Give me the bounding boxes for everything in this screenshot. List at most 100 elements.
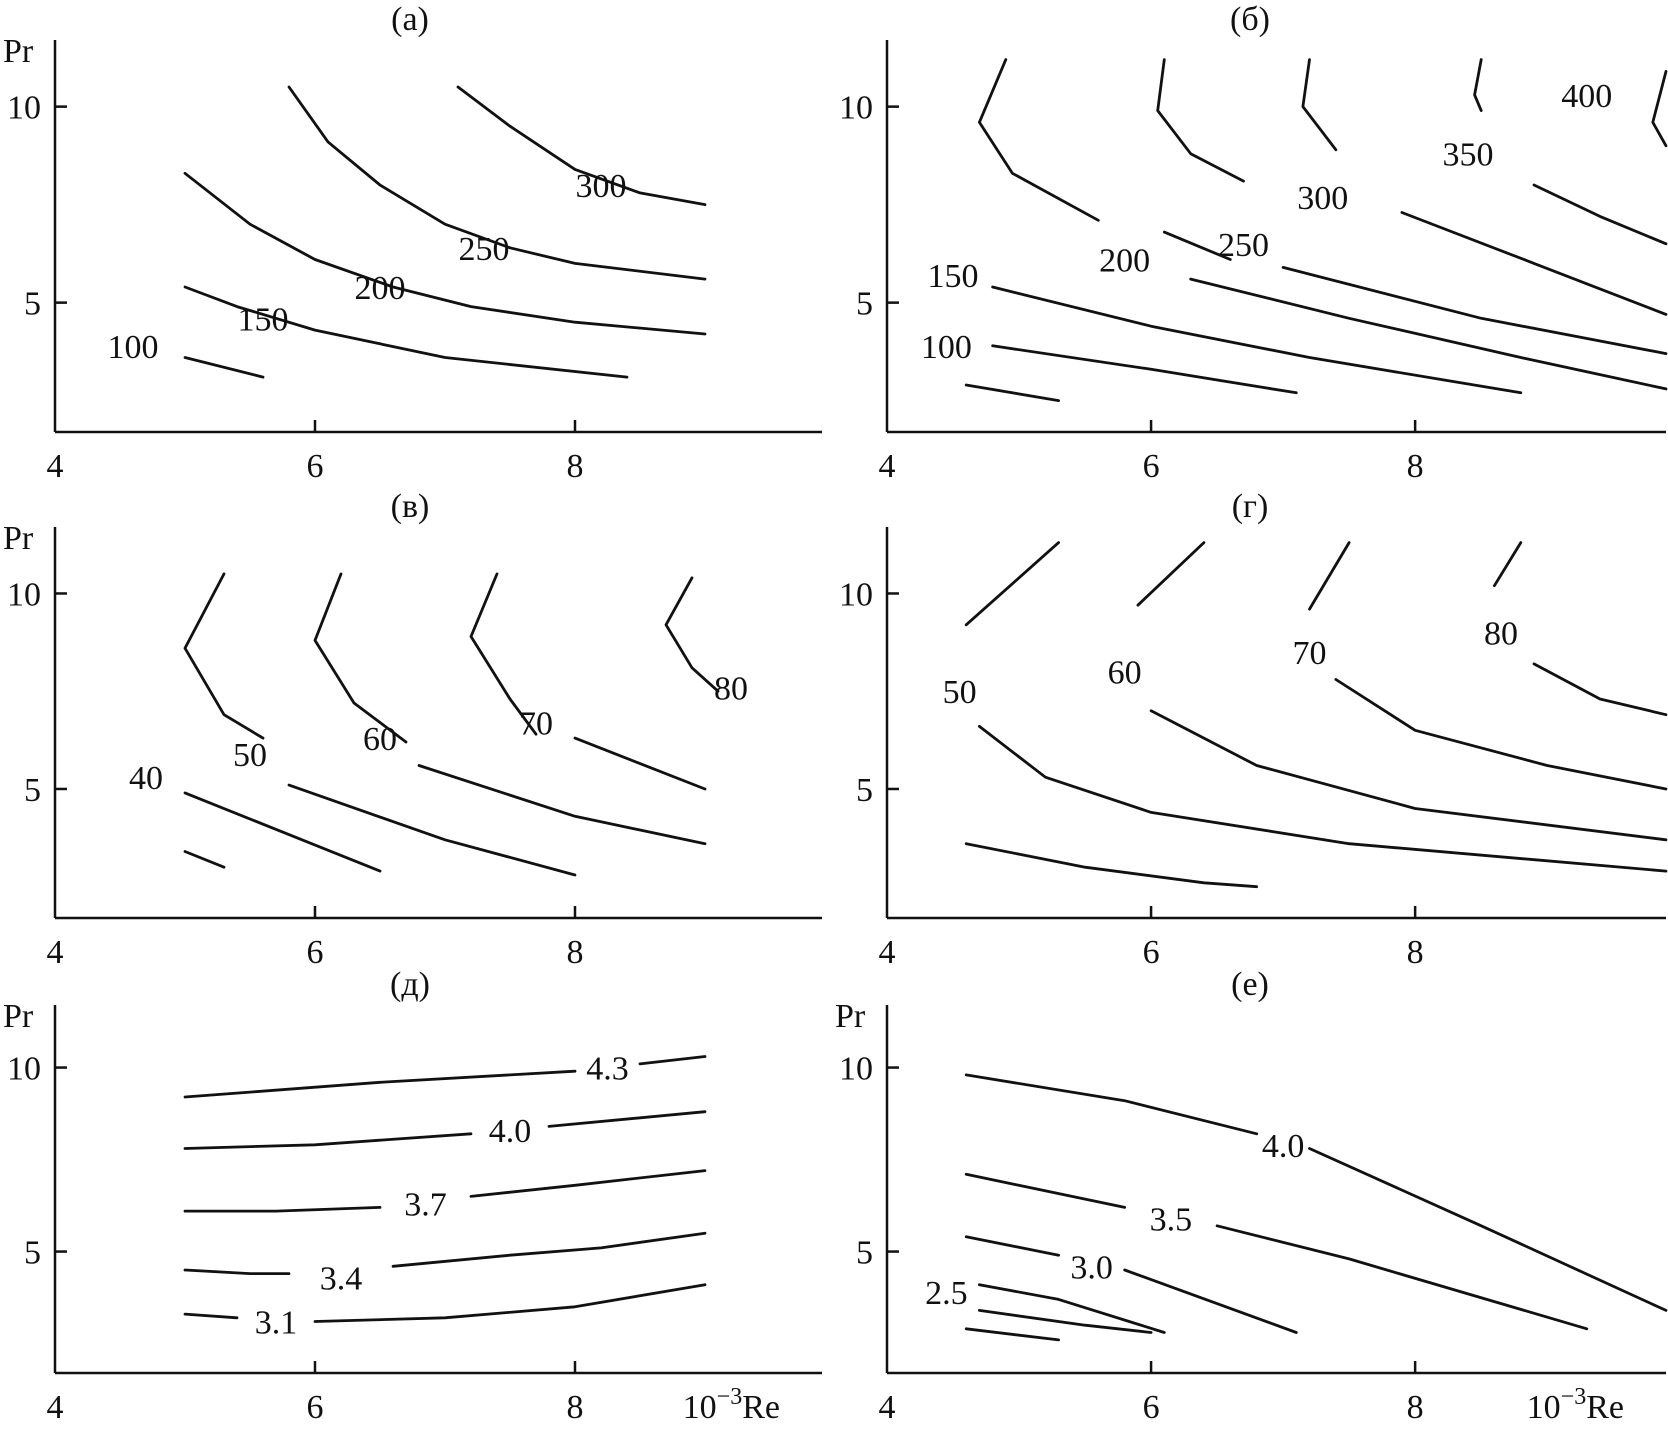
contour-label: 70	[519, 706, 553, 743]
contour-line	[183, 1268, 291, 1275]
y-axis-label: Pr	[835, 998, 866, 1035]
contour-line	[1156, 58, 1245, 183]
contour-line	[1493, 541, 1523, 588]
x-tick-label: 4	[879, 934, 896, 971]
panel-title: (е)	[1231, 966, 1269, 1003]
contour-line	[469, 572, 538, 736]
panel-title: (а)	[391, 1, 429, 38]
panel-1: 4 6 8 5 10 (а) Pr 300 250 200 150 100	[3, 1, 822, 485]
contour-label: 300	[576, 168, 627, 205]
contour-line	[183, 1069, 577, 1099]
contour-label: 50	[943, 674, 977, 711]
contour-line	[183, 356, 265, 379]
contour-line-segment	[1651, 70, 1668, 148]
contour-line	[1301, 58, 1338, 152]
x-tick-label: 6	[307, 934, 324, 971]
y-tick-label: 10	[7, 576, 41, 613]
contour-label: 400	[1561, 78, 1612, 115]
panel-title: (б)	[1230, 1, 1270, 38]
contour-line-segment	[1189, 277, 1668, 391]
contour-label: 300	[1297, 180, 1348, 217]
x-axis-label: 10−3Re	[683, 1384, 780, 1426]
x-tick-label: 4	[47, 934, 64, 971]
panel-title: (в)	[391, 488, 430, 525]
y-tick-label: 10	[839, 90, 873, 127]
x-tick-label: 8	[1407, 1389, 1424, 1426]
contour-line-segment	[1334, 678, 1668, 791]
x-tick-label: 8	[567, 448, 584, 485]
contour-line	[287, 85, 707, 281]
contour-label: 100	[108, 329, 159, 366]
contour-line-segment	[1215, 1224, 1589, 1331]
y-axis-label: Pr	[3, 33, 34, 70]
y-tick-label: 10	[7, 1051, 41, 1088]
contour-label: 60	[1108, 655, 1142, 692]
contour-label: 350	[1442, 137, 1493, 174]
contour-line-segment	[1308, 1147, 1668, 1312]
y-tick-label: 10	[839, 576, 873, 613]
contour-line	[978, 58, 1100, 222]
y-tick-label: 5	[24, 772, 41, 809]
contour-line-segment	[1532, 183, 1668, 246]
contour-line	[183, 1206, 382, 1213]
contour-label: 4.0	[489, 1113, 532, 1150]
y-axis-label: Pr	[3, 998, 34, 1035]
x-tick-label: 6	[1143, 934, 1160, 971]
contour-label: 200	[355, 270, 406, 307]
contour-label: 70	[1293, 635, 1327, 672]
contour-line	[183, 171, 707, 336]
y-axis-label: Pr	[3, 520, 34, 557]
contour-line-segment	[1400, 211, 1668, 316]
contour-line-segment	[1532, 662, 1668, 717]
contour-line	[964, 541, 1060, 627]
y-tick-label: 10	[839, 1051, 873, 1088]
x-tick-label: 4	[879, 1389, 896, 1426]
contour-label: 3.4	[320, 1260, 363, 1297]
contour-line	[313, 572, 408, 744]
contour-label: 3.0	[1070, 1249, 1113, 1286]
contour-label: 60	[363, 721, 397, 758]
y-tick-label: 10	[7, 90, 41, 127]
panel-title: (г)	[1232, 488, 1269, 525]
panel-3: 4 6 8 5 10 (в) Pr 80 70 60 50 40	[3, 488, 822, 971]
contour-line	[183, 572, 265, 740]
contour-line-segment	[1281, 266, 1668, 355]
contour-line	[183, 791, 382, 873]
contour-line	[978, 1283, 1166, 1334]
contour-line	[991, 344, 1298, 395]
contour-line-segment	[417, 764, 707, 846]
contour-label: 2.5	[925, 1275, 968, 1312]
contour-line-segment	[573, 736, 707, 791]
contour-line	[456, 85, 707, 206]
contour-line	[1308, 541, 1351, 611]
contour-line-segment	[1123, 1268, 1298, 1334]
panel-5: 4 6 8 5 10 (д) Pr 10−3Re 4.3 4.0 3.7 3.4 3.1	[3, 966, 822, 1426]
contour-line-segment	[547, 1110, 707, 1128]
y-tick-label: 5	[856, 286, 873, 323]
contour-line-segment	[638, 1055, 707, 1066]
y-tick-label: 5	[856, 1235, 873, 1272]
contour-line	[1473, 58, 1483, 112]
contour-line	[964, 1172, 1127, 1209]
contour-line-segment	[391, 1231, 707, 1268]
x-tick-label: 8	[567, 934, 584, 971]
y-tick-label: 5	[856, 772, 873, 809]
contour-line	[183, 285, 629, 379]
contour-line	[964, 383, 1060, 402]
x-tick-label: 4	[47, 1389, 64, 1426]
x-tick-label: 4	[879, 448, 896, 485]
contour-label: 4.3	[586, 1051, 629, 1088]
contour-line-segment	[287, 783, 577, 877]
contour-label: 150	[238, 301, 289, 338]
contour-label: 40	[129, 760, 163, 797]
contour-label: 80	[714, 670, 748, 707]
contour-label: 50	[233, 737, 267, 774]
contour-line	[1162, 230, 1232, 261]
contour-line-segment	[978, 725, 1668, 873]
x-tick-label: 8	[1407, 448, 1424, 485]
contour-line	[1136, 541, 1206, 607]
contour-label: 3.5	[1150, 1201, 1193, 1238]
y-tick-label: 5	[24, 286, 41, 323]
